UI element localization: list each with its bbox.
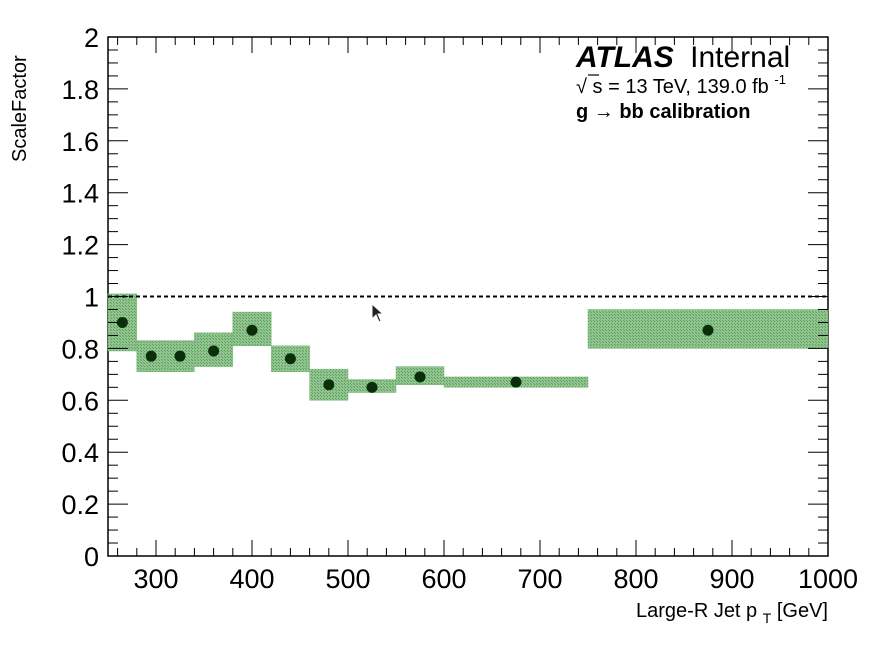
y-tick-label: 1.8 <box>61 75 99 105</box>
x-axis-title: Large-R Jet p T [GeV] <box>636 600 828 628</box>
data-point <box>366 381 378 393</box>
calibration-label: g → bb calibration <box>576 101 750 123</box>
data-point <box>174 350 186 362</box>
y-tick-label: 0 <box>84 542 99 572</box>
y-tick-label: 1 <box>84 283 99 313</box>
data-points <box>116 316 714 393</box>
y-tick-labels: 0 0.2 0.4 0.6 0.8 1 1.2 1.4 1.6 1.8 2 <box>61 23 99 572</box>
x-tick-label: 900 <box>709 564 754 594</box>
x-tick-label: 500 <box>325 564 370 594</box>
y-tick-label: 0.6 <box>61 386 99 416</box>
data-point <box>284 353 296 365</box>
x-tick-label: 400 <box>229 564 274 594</box>
y-tick-label: 0.4 <box>61 438 99 468</box>
y-tick-label: 1.4 <box>61 179 99 209</box>
data-point <box>246 324 258 336</box>
mouse-cursor-icon <box>371 303 385 323</box>
data-point <box>208 345 220 357</box>
x-tick-label: 800 <box>613 564 658 594</box>
data-point <box>510 376 522 388</box>
energy-text: s = 13 TeV, 139.0 fb <box>593 76 769 98</box>
y-tick-label: 1.6 <box>61 127 99 157</box>
data-point <box>116 316 128 328</box>
data-point <box>323 379 335 391</box>
x-axis-title-subscript: T <box>763 610 772 626</box>
x-tick-labels: 300 400 500 600 700 800 900 1000 <box>133 564 858 594</box>
atlas-label: ATLAS Internal <box>575 41 790 74</box>
y-tick-label: 2 <box>84 23 99 53</box>
x-tick-label: 300 <box>133 564 178 594</box>
x-axis-title-main: Large-R Jet p <box>636 600 757 622</box>
y-tick-label: 0.8 <box>61 334 99 364</box>
axis-ticks <box>108 36 829 557</box>
energy-superscript: -1 <box>774 72 786 87</box>
y-tick-label: 0.2 <box>61 490 99 520</box>
x-tick-label: 600 <box>421 564 466 594</box>
energy-label: √ s = 13 TeV, 139.0 fb -1 <box>576 72 786 98</box>
x-axis-title-unit: [GeV] <box>777 600 828 622</box>
y-axis-title: ScaleFactor <box>9 55 31 162</box>
x-tick-label: 700 <box>517 564 562 594</box>
data-point <box>145 350 157 362</box>
data-point <box>414 371 426 383</box>
y-tick-label: 1.2 <box>61 231 99 261</box>
atlas-label-bold: ATLAS <box>575 41 674 74</box>
data-point <box>702 324 714 336</box>
sqrt-symbol: √ <box>576 76 587 98</box>
atlas-label-internal: Internal <box>690 41 790 74</box>
x-tick-label: 1000 <box>798 564 858 594</box>
